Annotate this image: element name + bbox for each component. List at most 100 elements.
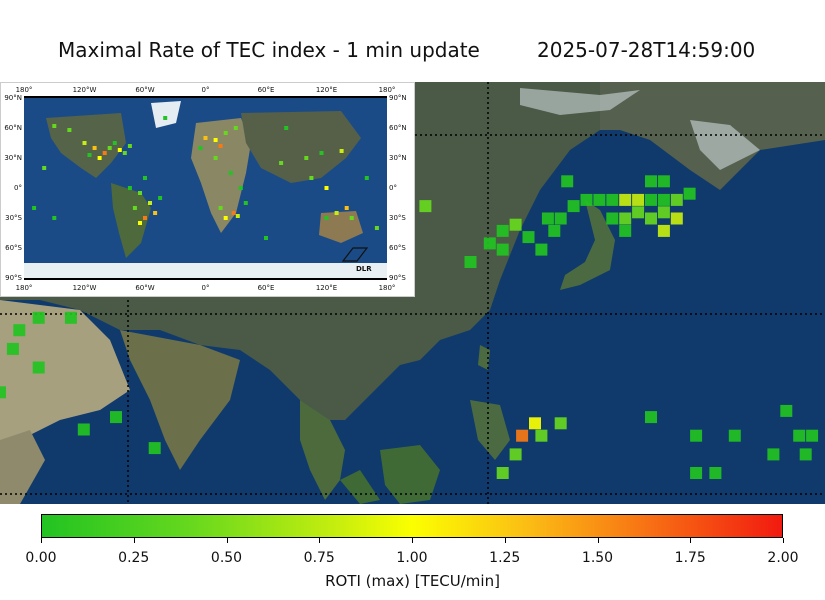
inset-roti-cell <box>132 206 137 210</box>
roti-cell <box>464 256 477 268</box>
roti-cell <box>516 429 529 442</box>
inset-roti-cell <box>228 171 233 175</box>
inset-roti-cell <box>364 176 369 180</box>
colorbar-tick-label: 1.25 <box>489 550 521 566</box>
inset-roti-cell <box>349 216 354 220</box>
roti-cell <box>645 212 657 225</box>
inset-roti-cell <box>87 153 92 157</box>
inset-roti-cell <box>374 226 379 230</box>
colorbar-label: ROTI (max) [TECU/min] <box>325 572 500 590</box>
inset-roti-cell <box>223 131 228 135</box>
inset-roti-cell <box>324 186 329 190</box>
inset-lat-tick-label: 0° <box>14 184 22 192</box>
inset-roti-cell <box>143 176 147 180</box>
roti-cell <box>541 212 554 225</box>
inset-lon-ticks-top: 180° 120°W 60°W 0° 60°E 120°E 180° <box>16 86 396 94</box>
roti-cell <box>780 404 793 417</box>
roti-cell <box>793 429 806 442</box>
inset-roti-cell <box>138 191 142 195</box>
inset-roti-cell <box>218 144 223 148</box>
roti-cell <box>690 467 703 479</box>
roti-cell <box>619 212 632 225</box>
roti-cell <box>799 448 812 461</box>
colorbar-tick-label: 0.00 <box>25 550 57 566</box>
inset-lat-tick-label: 90°N <box>389 94 407 102</box>
roti-cell <box>32 361 45 374</box>
inset-frame-bottom <box>24 278 387 280</box>
inset-roti-cell <box>235 214 240 218</box>
colorbar-tick <box>226 538 228 543</box>
roti-cell <box>657 175 670 188</box>
inset-lat-ticks-left: 90°N 60°N 30°N 0° 30°S 60°S 90°S <box>4 94 22 282</box>
inset-roti-cell <box>97 156 102 160</box>
inset-roti-cell <box>213 156 218 160</box>
inset-lon-tick-label: 120°E <box>316 284 337 292</box>
inset-roti-cell <box>42 166 47 170</box>
inset-roti-cell <box>279 161 284 165</box>
main-map-gridlines <box>0 82 825 504</box>
roti-cell <box>522 231 535 244</box>
roti-cell <box>567 200 580 213</box>
inset-roti-cell <box>238 186 243 190</box>
inset-lon-tick-label: 180° <box>379 86 396 94</box>
colorbar-tick <box>690 538 692 543</box>
inset-lat-tick-label: 30°S <box>389 214 406 222</box>
roti-cell <box>529 417 541 430</box>
arabia-landmass <box>0 300 130 440</box>
roti-cell <box>561 175 574 188</box>
colorbar <box>41 514 783 538</box>
inset-lon-tick-label: 60°W <box>135 86 154 94</box>
map-timestamp: 2025-07-28T14:59:00 <box>537 38 756 62</box>
roti-cell <box>645 175 657 188</box>
roti-cell <box>670 193 683 206</box>
roti-cell <box>64 311 77 324</box>
roti-cell <box>554 417 567 430</box>
inset-lon-tick-label: 120°E <box>316 86 337 94</box>
inset-lat-tick-label: 30°S <box>5 214 22 222</box>
inset-roti-cell <box>243 201 248 205</box>
inset-roti-cell <box>319 151 324 155</box>
inset-lat-tick-label: 60°S <box>5 244 22 252</box>
inset-roti-cell <box>153 211 158 215</box>
inset-antarctica <box>24 263 387 278</box>
roti-cell <box>496 224 509 237</box>
roti-cell <box>657 206 670 219</box>
colorbar-tick <box>783 538 784 543</box>
inset-roti-cell <box>67 128 72 132</box>
inset-roti-cell <box>304 156 309 160</box>
roti-cell <box>509 448 522 461</box>
roti-cell <box>657 193 670 206</box>
se-asia-landmass <box>300 400 345 500</box>
inset-lon-tick-label: 60°W <box>135 284 154 292</box>
inset-roti-cell <box>223 216 228 220</box>
inset-roti-cell <box>52 216 57 220</box>
roti-cell <box>6 342 19 355</box>
taiwan-philippines <box>470 345 510 460</box>
inset-roti-cell <box>233 126 238 130</box>
roti-cell <box>77 423 90 436</box>
roti-cell <box>657 224 670 237</box>
inset-roti-cell <box>309 176 314 180</box>
inset-north-america <box>46 113 126 178</box>
roti-cell <box>606 193 619 206</box>
roti-cell <box>767 448 780 461</box>
japan-landmass <box>560 200 615 290</box>
roti-cell <box>13 324 26 337</box>
roti-cell <box>535 429 548 442</box>
inset-roti-cell <box>231 211 236 215</box>
inset-world-map: 180° 120°W 60°W 0° 60°E 120°E 180° 180° 120°W 60… <box>0 82 415 297</box>
roti-cell <box>709 467 722 479</box>
inset-greenland <box>151 101 181 128</box>
inset-lat-tick-label: 60°N <box>389 124 407 132</box>
roti-cell <box>619 224 632 237</box>
inset-roti-cell <box>198 146 203 150</box>
inset-roti-cell <box>92 146 97 150</box>
dlr-logo: DLR <box>341 247 372 273</box>
inset-lat-tick-label: 30°N <box>389 154 407 162</box>
roti-cell <box>548 224 561 237</box>
inset-roti-cell <box>213 138 218 142</box>
inset-lat-tick-label: 90°S <box>389 274 406 282</box>
roti-cell <box>580 193 593 206</box>
inset-lon-tick-label: 120°W <box>73 86 97 94</box>
map-title: Maximal Rate of TEC index - 1 min update <box>58 38 480 62</box>
